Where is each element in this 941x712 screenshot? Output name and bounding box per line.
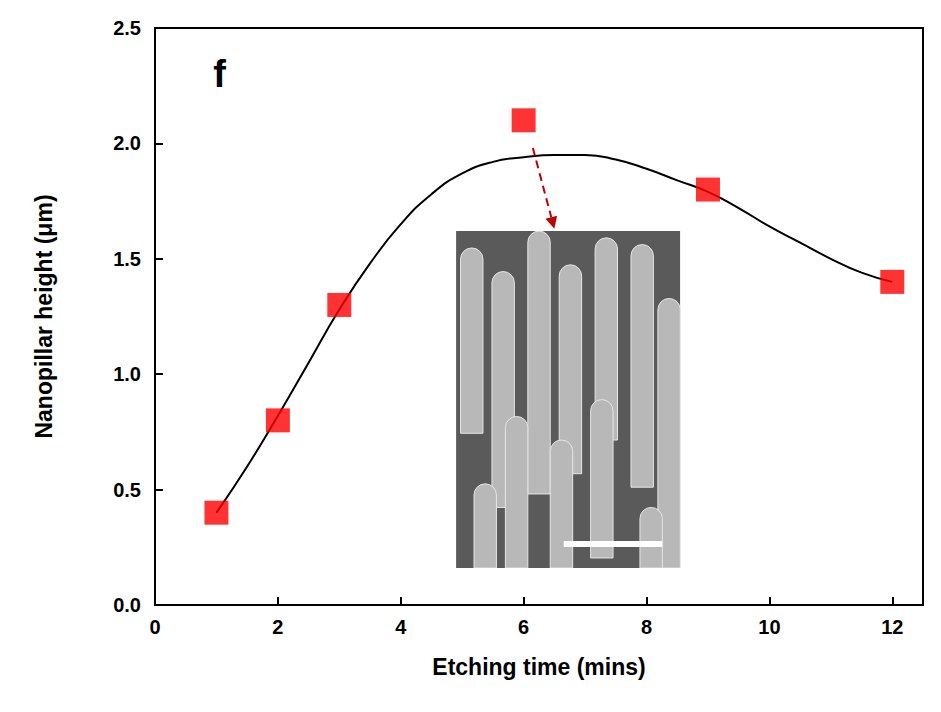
svg-text:2.5: 2.5 xyxy=(113,17,141,39)
svg-text:2: 2 xyxy=(272,616,283,638)
svg-text:1.5: 1.5 xyxy=(113,248,141,270)
svg-text:2.0: 2.0 xyxy=(113,132,141,154)
svg-text:6: 6 xyxy=(518,616,529,638)
svg-text:Etching time (mins): Etching time (mins) xyxy=(432,654,645,680)
svg-text:1.0: 1.0 xyxy=(113,363,141,385)
svg-text:8: 8 xyxy=(641,616,652,638)
svg-text:10: 10 xyxy=(758,616,780,638)
svg-text:4: 4 xyxy=(395,616,407,638)
svg-text:0: 0 xyxy=(149,616,160,638)
svg-text:0.0: 0.0 xyxy=(113,594,141,616)
svg-text:Nanopillar height (μm): Nanopillar height (μm) xyxy=(31,194,57,438)
svg-text:0.5: 0.5 xyxy=(113,479,141,501)
svg-text:f: f xyxy=(213,53,226,95)
svg-text:12: 12 xyxy=(881,616,903,638)
